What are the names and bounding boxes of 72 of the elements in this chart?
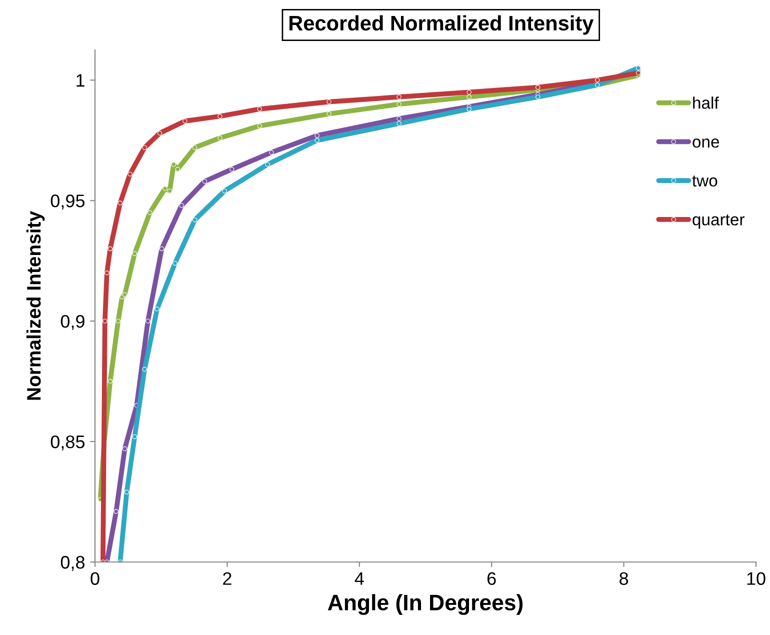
x-axis-title: Angle (In Degrees) — [328, 594, 523, 615]
point — [396, 121, 402, 126]
point — [636, 66, 641, 70]
y-tick-label: 1 — [76, 74, 84, 87]
point — [594, 78, 600, 82]
point — [636, 70, 641, 76]
point — [182, 118, 188, 124]
legend-label: one — [692, 138, 720, 148]
point — [148, 210, 152, 215]
point — [396, 94, 402, 100]
point — [172, 260, 178, 266]
x-tick-label: 6 — [487, 572, 496, 585]
point — [192, 145, 198, 150]
point — [396, 102, 402, 107]
point — [154, 306, 160, 312]
point — [314, 138, 320, 143]
point — [132, 434, 138, 440]
y-axis-title: Normalized Intensity — [26, 211, 45, 400]
x-tick-label: 8 — [620, 572, 628, 585]
point — [466, 90, 472, 95]
x-tick-label: 2 — [223, 572, 232, 585]
point — [118, 200, 122, 206]
point — [192, 218, 198, 222]
point — [466, 106, 472, 112]
point — [124, 490, 130, 494]
point — [222, 188, 227, 194]
point — [102, 318, 108, 324]
point — [202, 178, 208, 184]
point — [326, 99, 332, 104]
y-tick-label: 0,9 — [60, 314, 84, 330]
legend-label: quarter — [692, 214, 744, 229]
point — [162, 186, 168, 191]
point — [157, 130, 162, 136]
point — [218, 114, 222, 119]
x-tick-label: 10 — [747, 572, 766, 585]
point — [396, 116, 402, 122]
point — [159, 246, 164, 252]
point — [108, 378, 113, 384]
y-tick-label: 0,85 — [50, 435, 85, 450]
point — [142, 366, 147, 372]
point — [257, 124, 262, 128]
point — [536, 94, 540, 100]
point — [326, 111, 332, 116]
point — [466, 94, 472, 100]
point — [116, 318, 120, 324]
x-tick-label: 4 — [354, 572, 364, 585]
x-tick-label: 0 — [90, 572, 100, 585]
point — [104, 270, 110, 276]
point — [108, 246, 113, 252]
point — [175, 166, 180, 172]
point — [122, 292, 128, 297]
point — [132, 251, 138, 256]
point — [536, 84, 540, 90]
point — [265, 162, 270, 167]
point — [179, 203, 184, 208]
point — [146, 318, 150, 324]
point — [257, 106, 262, 112]
point — [314, 133, 320, 138]
chart-title: Recorded Normalized Intensity — [289, 15, 594, 35]
legend-label: half — [693, 96, 719, 109]
point — [114, 509, 119, 514]
point — [171, 162, 176, 167]
point — [128, 172, 132, 176]
point — [142, 145, 147, 150]
point — [269, 150, 274, 155]
legend-label: two — [692, 176, 718, 187]
y-tick-label: 0,8 — [60, 556, 84, 571]
point — [229, 166, 234, 172]
point — [218, 136, 222, 140]
y-tick-label: 0,95 — [50, 194, 85, 210]
point — [167, 188, 172, 194]
point — [122, 446, 128, 452]
